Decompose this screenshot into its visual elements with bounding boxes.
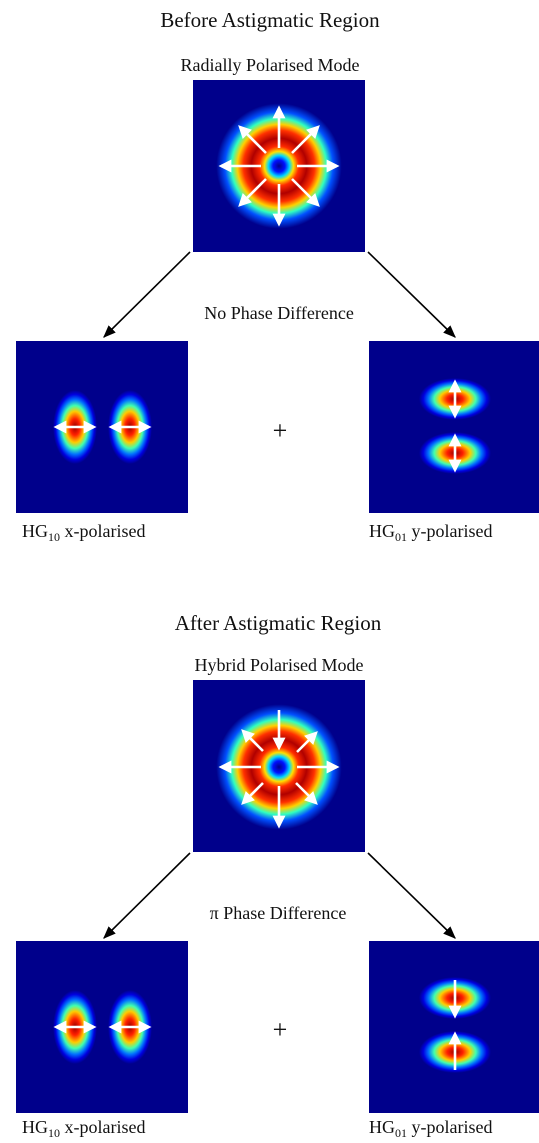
- connector-arrow-right: [368, 252, 455, 337]
- section2-hybrid-mode-image: [193, 680, 365, 852]
- connector-arrow-left: [104, 252, 190, 337]
- section1-hg10-image: [16, 341, 188, 513]
- section2-hg10-image: [16, 941, 188, 1113]
- section1-hg01-image: [369, 341, 539, 513]
- connector-arrow-left: [104, 853, 190, 938]
- section1-radial-mode-image: [193, 80, 365, 252]
- connector-arrow-right: [368, 853, 455, 938]
- section2-hg01-image: [369, 941, 539, 1113]
